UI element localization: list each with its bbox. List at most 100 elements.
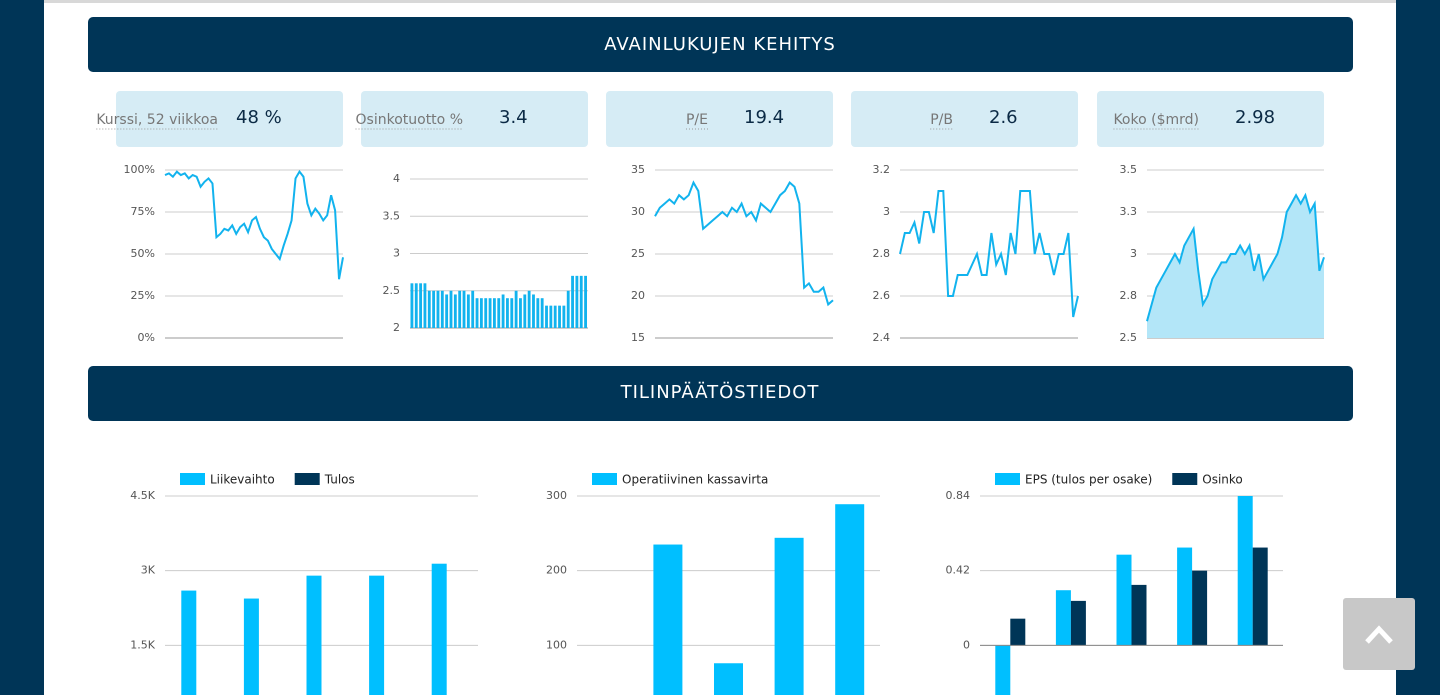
legend-swatch xyxy=(995,473,1020,485)
kpi-value: 2.6 xyxy=(989,107,1018,128)
bar xyxy=(506,298,509,328)
bar xyxy=(462,290,466,328)
kpi-label: Osinkotuotto % xyxy=(356,112,463,128)
y-tick-label: 2.6 xyxy=(873,289,891,302)
kpi-card xyxy=(116,91,343,147)
bar xyxy=(553,305,557,328)
bar xyxy=(1237,496,1253,646)
chevron-up-icon[interactable] xyxy=(1365,625,1393,644)
legend-label: Operatiivinen kassavirta xyxy=(622,473,768,487)
bar xyxy=(774,537,804,695)
bar xyxy=(492,298,496,328)
bar xyxy=(519,298,522,328)
bar xyxy=(431,563,447,695)
scroll-top-bg[interactable] xyxy=(1343,598,1415,670)
bar xyxy=(445,294,449,328)
bar xyxy=(501,294,505,328)
chart: 15 20 25 30 35 xyxy=(631,163,834,344)
y-tick-label: 0.84 xyxy=(946,489,971,502)
y-tick-label: 200 xyxy=(546,564,567,577)
bar xyxy=(1055,590,1071,646)
bar xyxy=(419,283,423,328)
bar xyxy=(1116,554,1132,646)
bar xyxy=(1177,547,1193,646)
bar xyxy=(369,575,385,695)
y-tick-label: 2.8 xyxy=(873,247,891,260)
bar xyxy=(414,283,418,328)
chart: 2 2.5 3 3.5 4 xyxy=(383,172,588,334)
bar xyxy=(306,575,322,695)
bar xyxy=(527,290,531,328)
y-tick-label: 2.8 xyxy=(1120,289,1138,302)
y-tick-label: 0% xyxy=(138,331,155,344)
line-series xyxy=(164,169,344,280)
bar xyxy=(566,290,570,328)
legend-label: Liikevaihto xyxy=(210,473,275,487)
kpi-card xyxy=(1097,91,1324,147)
legend-swatch xyxy=(1172,473,1198,485)
bar xyxy=(1010,618,1026,646)
bar xyxy=(571,275,574,328)
y-tick-label: 3 xyxy=(883,205,890,218)
legend-swatch xyxy=(592,473,617,485)
section-title: TILINPÄÄTÖSTIEDOT xyxy=(620,381,820,403)
y-tick-label: 25 xyxy=(631,247,645,260)
chart: 2.5 2.8 3 3.3 3.5 xyxy=(1120,163,1325,344)
bar xyxy=(475,298,479,328)
y-tick-label: 2.5 xyxy=(383,284,401,297)
bar xyxy=(540,298,544,328)
y-tick-label: 3 xyxy=(393,247,400,260)
y-tick-label: 2 xyxy=(393,321,400,334)
bar xyxy=(995,645,1011,695)
y-tick-label: 3.2 xyxy=(873,163,891,176)
chart: 2.4 2.6 2.8 3 3.2 xyxy=(873,163,1079,344)
y-tick-label: 3.3 xyxy=(1120,205,1138,218)
chart: 100 200 300 Operatiivinen kassavirta xyxy=(546,473,880,695)
kpi-value: 3.4 xyxy=(499,107,528,128)
y-tick-label: 20 xyxy=(631,289,645,302)
section-title: AVAINLUKUJEN KEHITYS xyxy=(604,34,836,55)
y-tick-label: 3K xyxy=(141,564,156,577)
y-tick-label: 0.42 xyxy=(946,564,971,577)
y-tick-label: 0 xyxy=(963,638,970,651)
y-tick-label: 3.5 xyxy=(1120,163,1138,176)
y-tick-label: 1.5K xyxy=(130,638,155,651)
bar xyxy=(714,663,743,695)
scroll-top-button[interactable] xyxy=(1343,598,1415,670)
bar xyxy=(545,305,548,328)
bar xyxy=(423,283,427,328)
bar xyxy=(1131,584,1147,646)
line-series xyxy=(1146,192,1325,322)
legend-label: Osinko xyxy=(1202,473,1243,487)
bar xyxy=(558,305,561,328)
bar xyxy=(243,598,259,695)
bar xyxy=(549,305,553,328)
y-tick-label: 75% xyxy=(131,205,155,218)
line-series xyxy=(654,180,834,307)
bar xyxy=(440,290,444,328)
kpi-card xyxy=(361,91,588,147)
bar xyxy=(497,298,501,328)
section-header xyxy=(88,17,1353,72)
bar xyxy=(453,294,457,328)
y-tick-label: 4 xyxy=(393,172,400,185)
top-shadow xyxy=(44,0,1396,3)
y-tick-label: 3 xyxy=(1130,247,1137,260)
bar xyxy=(458,290,462,328)
bar xyxy=(471,290,475,328)
kpi-label: Kurssi, 52 viikkoa xyxy=(96,112,218,128)
bar xyxy=(523,294,527,328)
bar xyxy=(536,298,540,328)
kpi-value: 2.98 xyxy=(1235,107,1275,128)
bar xyxy=(410,283,414,328)
y-tick-label: 100 xyxy=(546,638,567,651)
y-tick-label: 100% xyxy=(124,163,155,176)
chart: 0 0.42 0.84 EPS (tulos per osake) Osinko xyxy=(946,473,1283,695)
y-tick-label: 4.5K xyxy=(130,489,155,502)
legend-label: EPS (tulos per osake) xyxy=(1025,473,1152,487)
chart: 0% 25% 50% 75% 100% xyxy=(124,163,344,344)
kpi-card xyxy=(606,91,833,147)
y-tick-label: 2.4 xyxy=(873,331,891,344)
bar xyxy=(181,590,197,695)
